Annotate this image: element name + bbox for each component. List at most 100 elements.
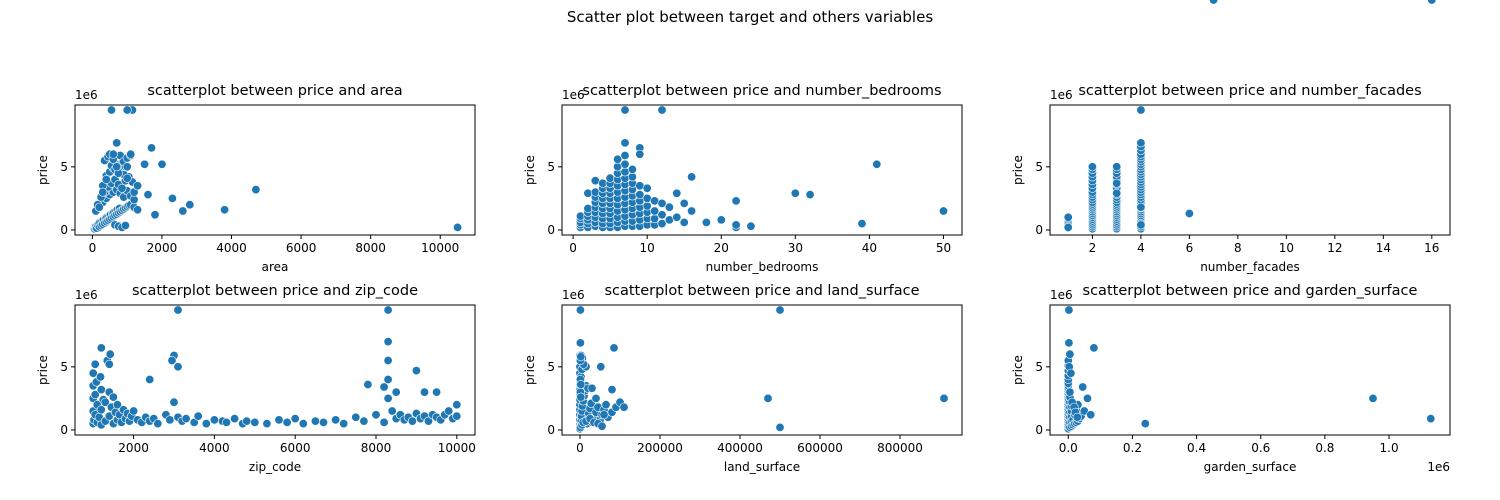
scatter-point: [1140, 419, 1150, 429]
subplot-title: scatterplot between price and zip_code: [132, 283, 418, 299]
scatter-point: [391, 387, 401, 397]
subplot-2: 0 10 20 30 40 50 0 5 number_bedrooms price 1e6scat…: [523, 83, 963, 274]
scatter-point: [96, 385, 106, 395]
scatter-point: [857, 219, 867, 229]
scatter-point: [133, 181, 143, 191]
scatter-point: [1089, 343, 1099, 353]
plot-frame: [561, 304, 963, 436]
scatter-point: [310, 416, 320, 426]
scatter-point: [122, 173, 132, 183]
subplot-4: 2000 4000 6000 8000 10000 0 5 zip_code price 1e6 s…: [36, 283, 476, 474]
scatter-point: [1136, 220, 1146, 230]
x-tick-label: 200000: [637, 441, 683, 455]
scatter-point: [209, 415, 219, 425]
scatter-point: [872, 159, 882, 169]
scatter-point: [587, 383, 597, 393]
x-tick-label: 10: [640, 241, 655, 255]
scatter-point: [596, 362, 606, 372]
scatter-point: [1072, 412, 1082, 422]
scatter-point: [576, 379, 586, 389]
scatter-point: [112, 138, 122, 148]
x-tick-label: 4000: [216, 241, 247, 255]
scatter-point: [1064, 305, 1074, 315]
scatter-point: [371, 410, 381, 420]
x-tick-label: 0.0: [1059, 441, 1078, 455]
scatter-point: [274, 415, 284, 425]
scatter-point: [672, 188, 682, 198]
scatter-point: [126, 149, 136, 159]
subplot-title: scatterplot between price and land_surfa…: [604, 283, 919, 299]
scatter-point: [181, 414, 191, 424]
y-axis-label: price: [36, 355, 50, 385]
x-tick-label: 8000: [361, 441, 392, 455]
plot-frame: [1049, 304, 1451, 436]
scatter-point: [1136, 202, 1146, 212]
scatter-point: [165, 415, 175, 425]
x-tick-label: 0.2: [1123, 441, 1142, 455]
subplot-5: 0 200000 400000 600000 800000 0 5 land_surface p…: [523, 283, 963, 474]
subplot-1: 0 2000 4000 6000 8000 10000 0 5 area price 1e6 scat…: [36, 83, 476, 274]
scatter-point: [290, 414, 300, 424]
scatter-point: [731, 196, 741, 206]
scatter-point: [635, 190, 645, 200]
y-tick-label: 5: [547, 360, 555, 374]
scatter-point: [189, 417, 199, 427]
scatter-point: [432, 387, 442, 397]
y-offset-label: 1e6: [1050, 288, 1073, 302]
y-tick-label: 5: [547, 160, 555, 174]
scatter-point: [657, 210, 667, 220]
scatter-point: [387, 406, 397, 416]
scatter-point: [607, 385, 617, 395]
scatter-point: [590, 187, 600, 197]
scatter-point: [620, 138, 630, 148]
scatter-point: [383, 355, 393, 365]
scatter-point: [419, 387, 429, 397]
y-tick-label: 5: [1035, 360, 1043, 374]
scatter-point: [96, 405, 106, 415]
y-axis-label: price: [523, 155, 537, 185]
scatter-point: [687, 172, 697, 182]
scatter-point: [100, 397, 110, 407]
scatter-point: [133, 205, 143, 215]
scatter-point: [383, 374, 393, 384]
scatter-point: [108, 149, 118, 159]
x-tick-label: 400000: [717, 441, 763, 455]
scatter-point: [597, 421, 607, 431]
y-offset-label: 1e6: [75, 88, 98, 102]
scatter-point: [620, 151, 630, 161]
scatter-point: [379, 382, 389, 392]
scatter-point: [140, 159, 150, 169]
x-tick-label: 10000: [438, 441, 476, 455]
x-tick-label: 4000: [199, 441, 230, 455]
scatter-point: [178, 206, 188, 216]
x-axis-label: number_bedrooms: [706, 260, 819, 274]
scatter-point: [383, 337, 393, 347]
subplot-title: scatterplot between price and area: [147, 83, 402, 99]
scatter-point: [620, 159, 630, 169]
scatter-point: [251, 185, 261, 195]
scatter-point: [129, 406, 139, 416]
scatter-point: [601, 400, 611, 410]
scatter-point: [452, 400, 462, 410]
scatter-point: [575, 305, 585, 315]
scatter-point: [1086, 410, 1096, 420]
scatter-point: [657, 105, 667, 115]
y-offset-label: 1e6: [75, 288, 98, 302]
scatter-point: [201, 419, 211, 429]
scatter-point: [620, 105, 630, 115]
x-axis-label: zip_code: [249, 460, 301, 474]
scatter-point: [193, 411, 203, 421]
scatter-point: [318, 417, 328, 427]
subplot-3: 2 4 6 8 10 12 14 16 0 5 number_facades price 1e6 scat…: [1011, 0, 1451, 274]
scatter-point: [1063, 222, 1073, 232]
plot-frame: [74, 104, 476, 236]
scatter-point: [650, 214, 660, 224]
scatter-point: [452, 411, 462, 421]
scatter-point: [576, 352, 586, 362]
scatter-point: [583, 204, 593, 214]
scatter-point: [153, 419, 163, 429]
scatter-point: [805, 190, 815, 200]
scatter-point: [104, 359, 114, 369]
scatter-point: [627, 172, 637, 182]
